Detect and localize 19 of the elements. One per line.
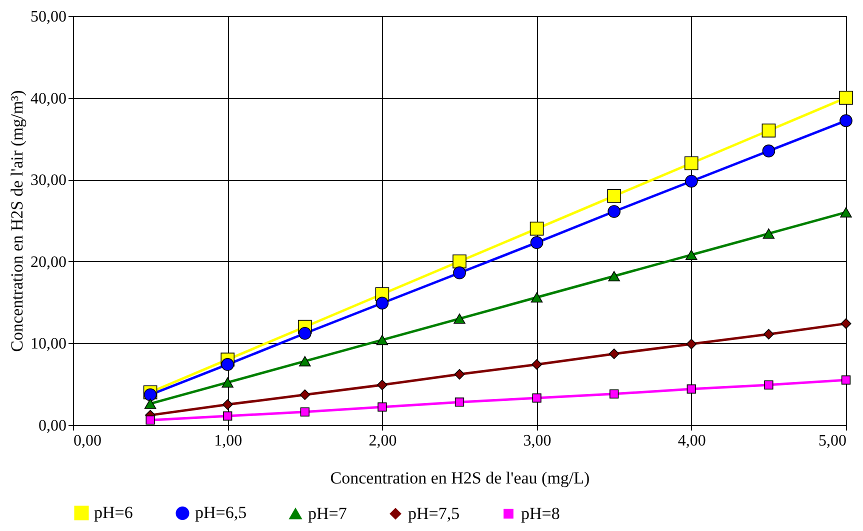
x-tick-label: 0,00 bbox=[74, 432, 102, 450]
y-tick-label: 0,00 bbox=[38, 418, 66, 434]
x-tick-label: 3,00 bbox=[523, 432, 552, 450]
legend-label: pH=6,5 bbox=[195, 503, 247, 522]
y-tick-label: 50,00 bbox=[30, 8, 66, 26]
y-tick-label: 30,00 bbox=[30, 172, 66, 190]
x-tick-label: 4,00 bbox=[678, 432, 706, 450]
x-tick-label: 2,00 bbox=[368, 432, 397, 450]
y-axis-title: Concentration en H2S de l'air (mg/m³) bbox=[8, 90, 26, 352]
y-tick-label: 20,00 bbox=[30, 254, 66, 271]
y-tick-label: 10,00 bbox=[30, 336, 66, 353]
legend-label: pH=7 bbox=[308, 504, 348, 523]
legend-label: pH=8 bbox=[521, 504, 560, 523]
x-tick-label: 1,00 bbox=[214, 432, 242, 450]
legend-label: pH=6 bbox=[94, 502, 133, 522]
x-axis-title: Concentration en H2S de l'eau (mg/L) bbox=[330, 468, 590, 488]
legend-label: pH=7,5 bbox=[408, 504, 460, 523]
y-tick-label: 40,00 bbox=[30, 90, 66, 108]
x-tick-label: 5,00 bbox=[818, 432, 846, 450]
